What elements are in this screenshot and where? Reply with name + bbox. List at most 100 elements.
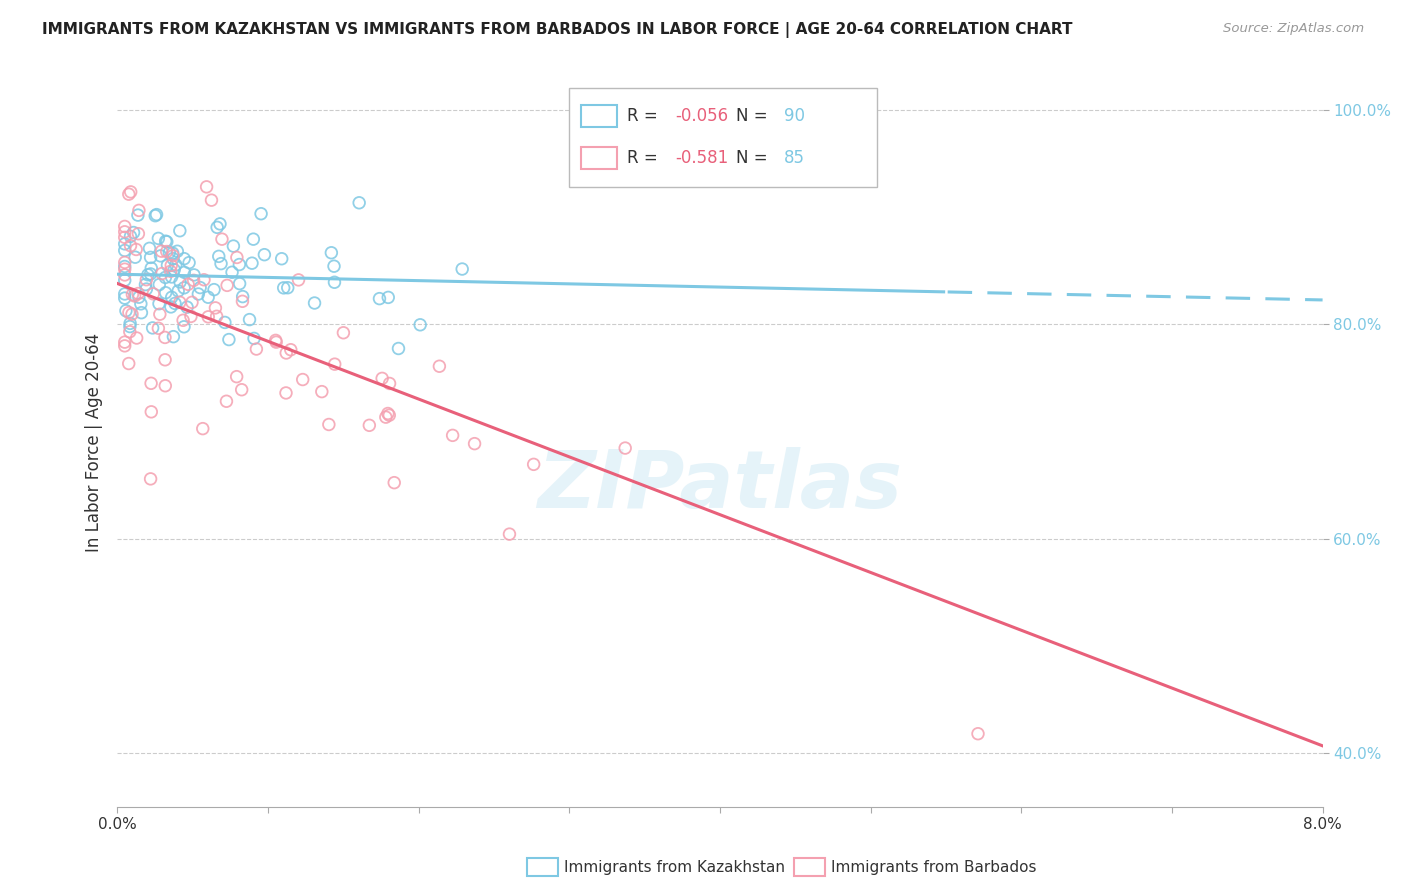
Point xyxy=(225,369,247,384)
Point xyxy=(231,294,253,309)
Point xyxy=(217,278,239,293)
Point xyxy=(160,258,183,272)
Point xyxy=(187,287,209,301)
Point xyxy=(277,281,299,295)
Point xyxy=(162,249,184,263)
Point xyxy=(163,296,186,310)
Point xyxy=(162,329,184,343)
Point xyxy=(118,325,141,339)
Point xyxy=(177,277,200,292)
Point xyxy=(332,326,354,340)
Point xyxy=(118,319,141,334)
Point xyxy=(114,236,136,251)
Point xyxy=(280,343,302,357)
Point xyxy=(232,290,254,304)
Point xyxy=(139,472,162,486)
Text: 85: 85 xyxy=(783,149,804,167)
Point xyxy=(127,227,149,241)
Point xyxy=(321,245,343,260)
Point xyxy=(114,255,136,269)
Point xyxy=(183,273,205,287)
Point xyxy=(211,232,233,246)
Point xyxy=(368,292,391,306)
Point xyxy=(377,407,399,421)
Point xyxy=(173,252,195,266)
Point xyxy=(191,422,214,436)
Point xyxy=(155,378,177,392)
Point xyxy=(166,244,188,259)
Point xyxy=(274,386,297,401)
Point xyxy=(169,295,191,310)
Point xyxy=(228,258,250,272)
Point xyxy=(114,244,136,258)
Point xyxy=(169,224,191,238)
Bar xyxy=(581,105,617,127)
Point xyxy=(128,290,150,304)
Text: Immigrants from Barbados: Immigrants from Barbados xyxy=(831,860,1036,874)
Point xyxy=(464,436,486,450)
Point xyxy=(205,220,228,235)
Point xyxy=(114,225,136,239)
Point xyxy=(172,313,194,327)
Point xyxy=(205,310,228,324)
Point xyxy=(276,346,298,360)
Point xyxy=(148,231,170,245)
Point xyxy=(139,251,162,265)
Text: -0.056: -0.056 xyxy=(675,107,728,125)
Text: IMMIGRANTS FROM KAZAKHSTAN VS IMMIGRANTS FROM BARBADOS IN LABOR FORCE | AGE 20-6: IMMIGRANTS FROM KAZAKHSTAN VS IMMIGRANTS… xyxy=(42,22,1073,38)
Text: ZIPatlas: ZIPatlas xyxy=(537,447,903,525)
Point xyxy=(118,305,141,319)
Point xyxy=(218,333,240,347)
Point xyxy=(215,394,238,409)
Point xyxy=(347,195,370,210)
Point xyxy=(323,259,346,273)
Point xyxy=(143,209,166,223)
Point xyxy=(173,319,195,334)
Point xyxy=(242,232,264,246)
Point xyxy=(173,281,195,295)
Point xyxy=(141,261,163,276)
Point xyxy=(291,372,314,386)
Point xyxy=(311,384,333,399)
Point xyxy=(155,234,177,248)
Point xyxy=(114,335,136,350)
Point xyxy=(127,208,149,222)
Point xyxy=(149,307,172,321)
Text: -0.581: -0.581 xyxy=(675,149,728,167)
Point xyxy=(124,289,146,303)
Point xyxy=(197,310,219,324)
Point xyxy=(253,248,276,262)
Point xyxy=(177,255,200,269)
Point xyxy=(150,267,173,281)
Point xyxy=(165,258,187,272)
Point xyxy=(148,277,170,292)
Point xyxy=(181,295,204,310)
Point xyxy=(359,418,381,433)
Point xyxy=(231,383,253,397)
Point xyxy=(222,239,245,253)
Point xyxy=(142,321,165,335)
Point xyxy=(180,310,202,324)
Point xyxy=(323,275,346,289)
Point xyxy=(173,265,195,279)
Point xyxy=(202,283,225,297)
Point xyxy=(118,357,141,371)
Point xyxy=(377,290,399,304)
Point xyxy=(128,203,150,218)
Point xyxy=(225,251,247,265)
Point xyxy=(318,417,340,432)
Point xyxy=(156,235,179,249)
Point xyxy=(387,342,409,356)
Point xyxy=(967,727,990,741)
Point xyxy=(153,352,176,367)
Point xyxy=(498,527,520,541)
Point xyxy=(114,339,136,353)
Point xyxy=(382,475,405,490)
Point xyxy=(141,405,163,419)
Point xyxy=(134,277,156,292)
FancyBboxPatch shape xyxy=(569,88,876,186)
Point xyxy=(127,286,149,301)
Text: 90: 90 xyxy=(783,107,804,125)
Point xyxy=(122,226,145,240)
Point xyxy=(120,229,142,244)
